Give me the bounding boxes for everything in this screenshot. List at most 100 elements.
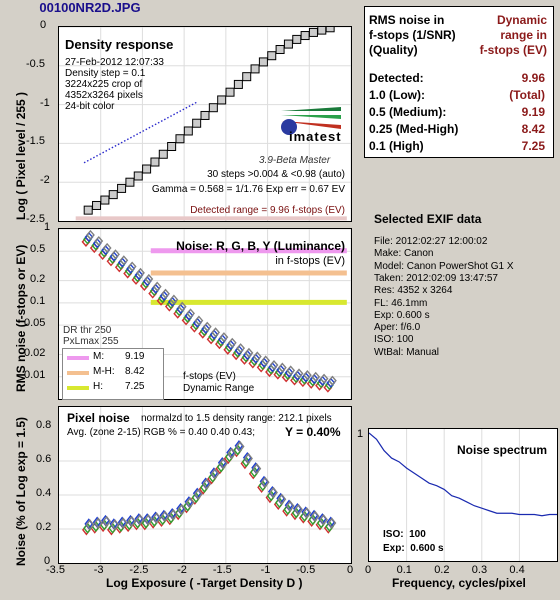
pixel-noise-point xyxy=(102,515,112,527)
rms-row: 0.5 (Medium): 9.19 xyxy=(369,105,549,119)
rms-header-left-1: RMS noise in xyxy=(369,13,445,27)
density-point xyxy=(233,79,243,89)
noise-point xyxy=(243,349,252,361)
rms-row-label: Detected: xyxy=(369,71,424,85)
noise-point xyxy=(109,251,119,262)
spectrum-xtick: 0 xyxy=(365,564,372,576)
noise-point xyxy=(142,276,152,287)
density-point xyxy=(225,87,235,97)
noise-point xyxy=(319,373,329,384)
noise-point xyxy=(186,308,195,319)
spectrum-exp: Exp: 0.600 s xyxy=(383,543,444,554)
rms-header-right-3: f-stops (EV) xyxy=(479,43,547,57)
noise-point xyxy=(318,375,327,386)
dr-legend-row: M: 9.19 xyxy=(65,351,161,364)
spectrum-ytick: 1 xyxy=(357,428,364,440)
density-point xyxy=(208,103,218,113)
noise-ytick: 0.01 xyxy=(24,368,46,381)
density-info-line: 3224x225 crop of xyxy=(65,79,143,90)
density-point xyxy=(325,27,335,33)
noise-point xyxy=(326,377,336,388)
spectrum-iso: ISO: 100 xyxy=(383,529,426,540)
noise-ytick: 0.2 xyxy=(30,272,46,285)
exif-line: Model: Canon PowerShot G1 X xyxy=(374,260,514,272)
caption-dr: Dynamic Range xyxy=(183,383,255,394)
pixel-noise-point xyxy=(194,488,203,500)
noise-point xyxy=(194,315,204,326)
legend-label: M: xyxy=(93,351,105,362)
pixel-noise-point xyxy=(144,514,153,526)
dr-legend: M: 9.19 M-H: 8.42 H: 7.25 xyxy=(62,348,164,400)
density-point xyxy=(183,126,193,136)
rms-header-left: RMS noise in f-stops (1/SNR) (Quality) xyxy=(369,13,456,58)
pixel-noise-point xyxy=(235,440,245,453)
legend-swatch xyxy=(67,371,89,375)
rms-header-right-2: range in xyxy=(500,28,547,42)
exif-line: Aper: f/6.0 xyxy=(374,322,421,334)
noise-point xyxy=(294,368,304,379)
pixel-noise-point xyxy=(227,447,237,459)
noise-point xyxy=(327,375,337,386)
pixel-noise-point xyxy=(93,517,103,529)
density-point xyxy=(108,190,118,200)
pixel-ytick: 0.8 xyxy=(36,419,52,431)
noise-point xyxy=(144,273,154,285)
pixel-noise-point xyxy=(135,514,145,526)
pixel-ytick: 0.4 xyxy=(36,487,52,499)
noise-point xyxy=(134,269,144,281)
spectrum-chart xyxy=(369,429,557,561)
rms-header-left-2: f-stops (1/SNR) xyxy=(369,28,456,42)
noise-point xyxy=(151,283,161,294)
spectrum-xtick: 0.3 xyxy=(471,564,488,576)
pixel-noise-point xyxy=(260,476,270,488)
pixel-noise-point xyxy=(177,503,187,516)
noise-fstop-chart xyxy=(59,229,351,399)
file-title: 00100NR2D.JPG xyxy=(39,0,141,15)
noise-point xyxy=(167,296,177,307)
noise-point xyxy=(268,362,277,373)
noise-point xyxy=(92,238,102,249)
pixel-noise-point xyxy=(277,493,287,505)
rms-row-label: 0.5 (Medium): xyxy=(369,105,447,119)
noise-point xyxy=(102,242,112,254)
density-point xyxy=(300,31,310,41)
rms-row-value: 8.42 xyxy=(521,122,545,136)
rms-row-value: (Total) xyxy=(509,88,545,102)
pixel-xtick: -1.5 xyxy=(212,564,232,576)
dr-note2: PxLmax 255 xyxy=(63,336,119,347)
rms-row-label: 0.1 (High) xyxy=(369,139,424,153)
exif-line: File: 2012:02:27 12:00:02 xyxy=(374,236,488,247)
imatest-logo: imatest xyxy=(281,105,341,165)
rms-row: 0.1 (High) 7.25 xyxy=(369,139,549,153)
noise-point xyxy=(218,334,227,345)
density-point xyxy=(92,200,102,210)
density-point xyxy=(275,45,285,55)
density-info-line: 27-Feb-2012 12:07:33 xyxy=(65,57,164,68)
pixel-noise-title: Pixel noise xyxy=(67,411,130,425)
density-ytick: -1 xyxy=(40,96,50,109)
noise-point xyxy=(202,321,212,332)
noise-point xyxy=(252,351,262,362)
noise-point xyxy=(219,332,229,343)
pixel-xtick: -3 xyxy=(93,564,104,576)
rms-row-label: 1.0 (Low): xyxy=(369,88,425,102)
rms-table: RMS noise in f-stops (1/SNR) (Quality) D… xyxy=(364,6,554,158)
noise-point xyxy=(311,371,321,382)
spectrum-line xyxy=(369,432,557,517)
pixel-noise-point xyxy=(294,503,303,516)
density-point xyxy=(167,142,177,152)
density-point xyxy=(150,157,160,167)
noise-point xyxy=(84,232,94,243)
noise-point xyxy=(184,310,194,321)
pixel-xtick: -3.5 xyxy=(46,564,65,576)
density-point xyxy=(192,118,202,128)
density-point xyxy=(317,27,327,35)
detected-range-bar xyxy=(75,216,347,221)
noise-point xyxy=(302,370,312,381)
noise-ytick: 0.05 xyxy=(24,317,46,330)
rms-header-left-3: (Quality) xyxy=(369,43,418,57)
exif-line: FL: 46.1mm xyxy=(374,297,428,309)
density-plot: Density response 27-Feb-2012 12:07:33 Den… xyxy=(58,26,352,222)
noise-point xyxy=(301,372,311,383)
noise-point xyxy=(119,255,129,266)
